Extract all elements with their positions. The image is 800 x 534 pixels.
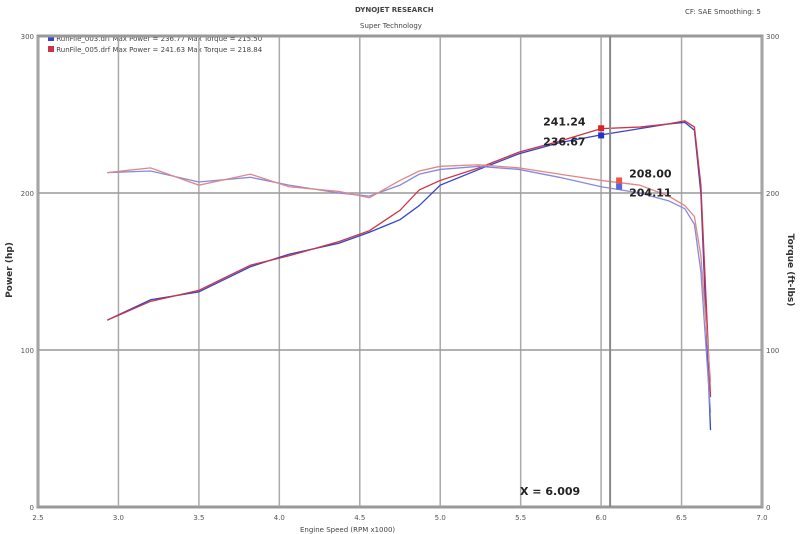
x-tick-label: 3.5: [193, 514, 204, 522]
settings-text: CF: SAE Smoothing: 5: [685, 8, 761, 16]
x-tick-label: 7.0: [756, 514, 767, 522]
value-label: 236.67: [543, 135, 585, 148]
y-axis-label: Power (hp): [5, 242, 15, 298]
y-tick-label: 0: [30, 504, 34, 512]
series-line: [107, 164, 712, 382]
value-label: 241.24: [543, 115, 586, 128]
x-axis-label: Engine Speed (RPM x1000): [300, 526, 396, 534]
chart-subtitle: Super Technology: [360, 22, 422, 30]
x-tick-label: 4.5: [354, 514, 365, 522]
marker-point: [598, 125, 605, 132]
value-label: 204.11: [629, 187, 671, 200]
cursor-readout: X = 6.009: [520, 485, 580, 498]
x-tick-label: 6.0: [596, 514, 607, 522]
y2-tick-label: 0: [766, 504, 770, 512]
marker-point: [616, 183, 623, 190]
plot-frame: [36, 34, 764, 509]
y2-tick-label: 100: [766, 347, 779, 355]
value-label: 208.00: [629, 167, 672, 180]
y2-tick-label: 200: [766, 190, 779, 198]
y-tick-label: 100: [21, 347, 34, 355]
x-tick-label: 6.5: [676, 514, 687, 522]
chart-title: DYNOJET RESEARCH: [355, 6, 434, 14]
series-line: [106, 121, 712, 431]
x-tick-label: 2.5: [32, 514, 43, 522]
y2-tick-label: 300: [766, 33, 779, 41]
y-tick-label: 300: [21, 33, 34, 41]
legend-item-2: RunFile_005.drf Max Power = 241.63 Max T…: [48, 46, 262, 54]
x-tick-label: 5.0: [435, 514, 446, 522]
x-tick-label: 5.5: [515, 514, 526, 522]
marker-point: [598, 132, 605, 139]
x-tick-label: 3.0: [113, 514, 124, 522]
legend-item-1: RunFile_003.drf Max Power = 236.77 Max T…: [48, 35, 262, 43]
x-tick-label: 4.0: [274, 514, 285, 522]
series-line: [107, 165, 712, 413]
series-line: [106, 120, 712, 398]
marker-point: [616, 177, 623, 184]
y2-axis-label: Torque (ft-lbs): [785, 234, 795, 307]
y-tick-label: 200: [21, 190, 34, 198]
